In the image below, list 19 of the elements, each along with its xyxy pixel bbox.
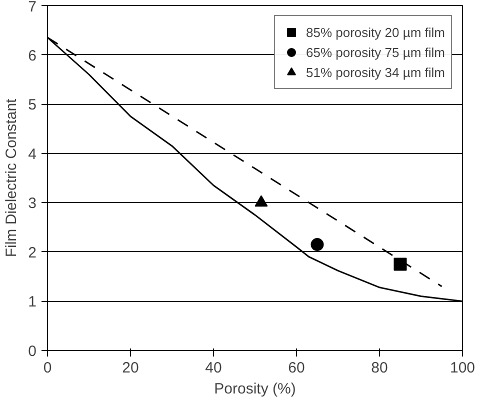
legend-label: 85% porosity 20 µm film: [306, 24, 445, 40]
x-tick-label: 20: [122, 360, 139, 376]
y-axis-title: Film Dielectric Constant: [3, 98, 20, 258]
x-axis-title: Porosity (%): [214, 380, 296, 398]
y-tick-label: 6: [28, 47, 36, 64]
x-tick-label: 40: [205, 360, 222, 376]
y-tick-label: 3: [28, 195, 36, 212]
y-tick-label: 4: [28, 146, 36, 163]
x-tick-label: 0: [43, 360, 52, 376]
y-tick-label: 7: [28, 0, 36, 16]
y-tick-label: 5: [28, 96, 36, 114]
legend-label: 51% porosity 34 µm film: [306, 64, 445, 80]
x-tick-label: 100: [450, 360, 476, 376]
legend-label: 65% porosity 75 µm film: [306, 44, 445, 60]
y-tick-label: 0: [28, 343, 36, 360]
y-tick-label: 2: [28, 244, 36, 262]
y-tick-label: 1: [28, 294, 36, 311]
x-tick-label: 80: [371, 360, 388, 376]
x-tick-label: 60: [288, 360, 305, 376]
